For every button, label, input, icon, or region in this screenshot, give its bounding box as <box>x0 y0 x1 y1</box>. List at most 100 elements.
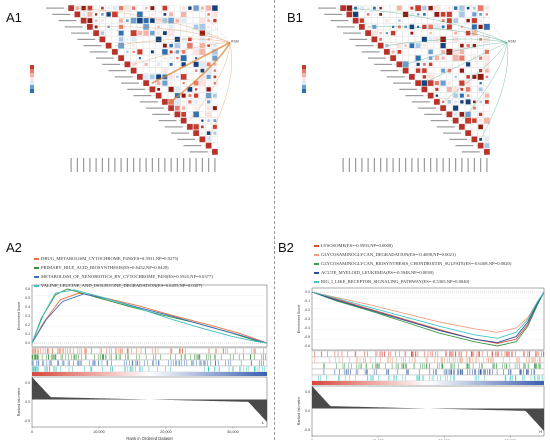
heatmap-diag-cell <box>68 5 74 11</box>
heatmap-cell <box>201 119 204 122</box>
heatmap-cell <box>409 24 415 30</box>
heatmap-grid-cell <box>143 80 150 87</box>
heatmap-cell <box>143 18 149 24</box>
heatmap-grid-cell <box>130 48 137 55</box>
heatmap-cell <box>126 38 129 41</box>
heatmap-cell <box>422 75 427 79</box>
link-curve-dashed <box>196 5 231 43</box>
heatmap-cell <box>366 13 370 16</box>
heatmap-cell <box>131 37 136 42</box>
col-label <box>436 158 438 172</box>
heatmap-grid-cell <box>471 92 478 99</box>
es-ytick-label: 0.6 <box>25 287 30 291</box>
hit-strip <box>31 359 268 367</box>
heatmap-cell <box>479 19 482 22</box>
heatmap-grid-cell <box>471 80 478 87</box>
heatmap-cell <box>188 37 192 42</box>
heatmap-grid-cell <box>180 67 187 74</box>
heatmap-diag-cell <box>421 86 428 93</box>
heatmap-cell <box>213 62 217 66</box>
heatmap-grid-cell <box>205 92 212 99</box>
col-label <box>133 158 135 172</box>
col-label <box>195 158 197 172</box>
heatmap-cell <box>137 11 143 18</box>
heatmap-grid-cell <box>199 86 206 93</box>
xtick-label: 20,000 <box>160 430 172 434</box>
heatmap-grid-cell <box>371 11 378 18</box>
heatmap-grid-cell <box>446 5 453 12</box>
heatmap-cell <box>484 36 490 43</box>
heatmap-grid-cell <box>483 73 490 80</box>
heatmap-grid-cell <box>402 36 409 43</box>
heatmap-grid-cell <box>471 23 478 30</box>
heatmap-cell <box>212 49 218 55</box>
col-label <box>480 158 482 172</box>
heatmap-grid-cell <box>180 73 187 80</box>
colorbar-step <box>30 73 34 77</box>
heatmap-grid-cell <box>402 42 409 49</box>
colorbar-step <box>302 77 306 81</box>
heatmap-grid-cell <box>408 36 415 43</box>
heatmap-cell <box>180 74 187 80</box>
col-label <box>70 158 72 172</box>
heatmap-grid-cell <box>124 11 131 18</box>
heatmap-grid-cell <box>99 17 106 24</box>
heatmap-grid-cell <box>465 105 472 112</box>
heatmap-cell <box>359 18 365 23</box>
heatmap-grid-cell <box>465 5 472 12</box>
heatmap-grid-cell <box>174 73 181 80</box>
row-label <box>368 57 386 59</box>
heatmap-cell <box>212 124 217 129</box>
heatmap-cell <box>422 43 427 48</box>
heatmap-grid-cell <box>471 111 478 118</box>
heatmap-grid-cell <box>477 136 484 143</box>
heatmap-grid-cell <box>174 48 181 55</box>
col-label <box>423 158 425 172</box>
link-curve <box>133 42 231 65</box>
colorbar-step <box>302 89 306 93</box>
heatmap-diag-cell <box>484 149 490 155</box>
heatmap-grid-cell <box>477 5 484 12</box>
legend-entry: RIG_I_LIKE_RECEPTOR_SIGNALING_PATHWAY(ES… <box>314 279 469 284</box>
heatmap-cell <box>212 55 218 61</box>
heatmap-grid-cell <box>155 5 162 12</box>
heatmap-grid-cell <box>193 17 200 24</box>
heatmap-grid-cell <box>477 17 484 24</box>
heatmap-grid-cell <box>161 17 168 24</box>
heatmap-cell <box>472 74 477 79</box>
heatmap-grid-cell <box>390 5 397 12</box>
heatmap-diag-cell <box>440 105 446 111</box>
heatmap-grid-cell <box>471 67 478 74</box>
heatmap-grid-cell <box>427 36 434 43</box>
heatmap-grid-cell <box>390 42 397 49</box>
heatmap-grid-cell <box>136 17 143 24</box>
heatmap-grid-cell <box>149 30 156 37</box>
heatmap-cell <box>162 5 168 11</box>
col-label <box>473 158 475 172</box>
heatmap-grid-cell <box>105 42 112 49</box>
row-label <box>114 76 133 78</box>
heatmap-cell <box>435 87 439 91</box>
col-label <box>455 158 457 172</box>
heatmap-grid-cell <box>396 36 403 43</box>
heatmap-grid-cell <box>174 30 181 37</box>
heatmap-grid-cell <box>377 36 384 43</box>
heatmap-grid-cell <box>346 11 353 18</box>
heatmap-cell <box>484 143 490 148</box>
heatmap-grid-cell <box>149 48 156 55</box>
legend-entry: LYSOSOME(ES=-0.5993,NP=0.0000) <box>314 243 393 248</box>
heatmap-grid-cell <box>143 55 150 62</box>
es-ytick-label: -0.3 <box>304 317 310 321</box>
heatmap-grid-cell <box>193 86 200 93</box>
heatmap-grid-cell <box>452 67 459 74</box>
heatmap-grid-cell <box>427 17 434 24</box>
heatmap-grid-cell <box>211 17 218 24</box>
heatmap-cell <box>182 82 185 85</box>
heatmap-grid-cell <box>205 80 212 87</box>
heatmap-cell <box>434 5 440 11</box>
row-label <box>146 107 164 109</box>
heatmap-grid-cell <box>415 5 422 12</box>
row-label <box>330 20 349 22</box>
heatmap-grid-cell <box>118 36 125 43</box>
